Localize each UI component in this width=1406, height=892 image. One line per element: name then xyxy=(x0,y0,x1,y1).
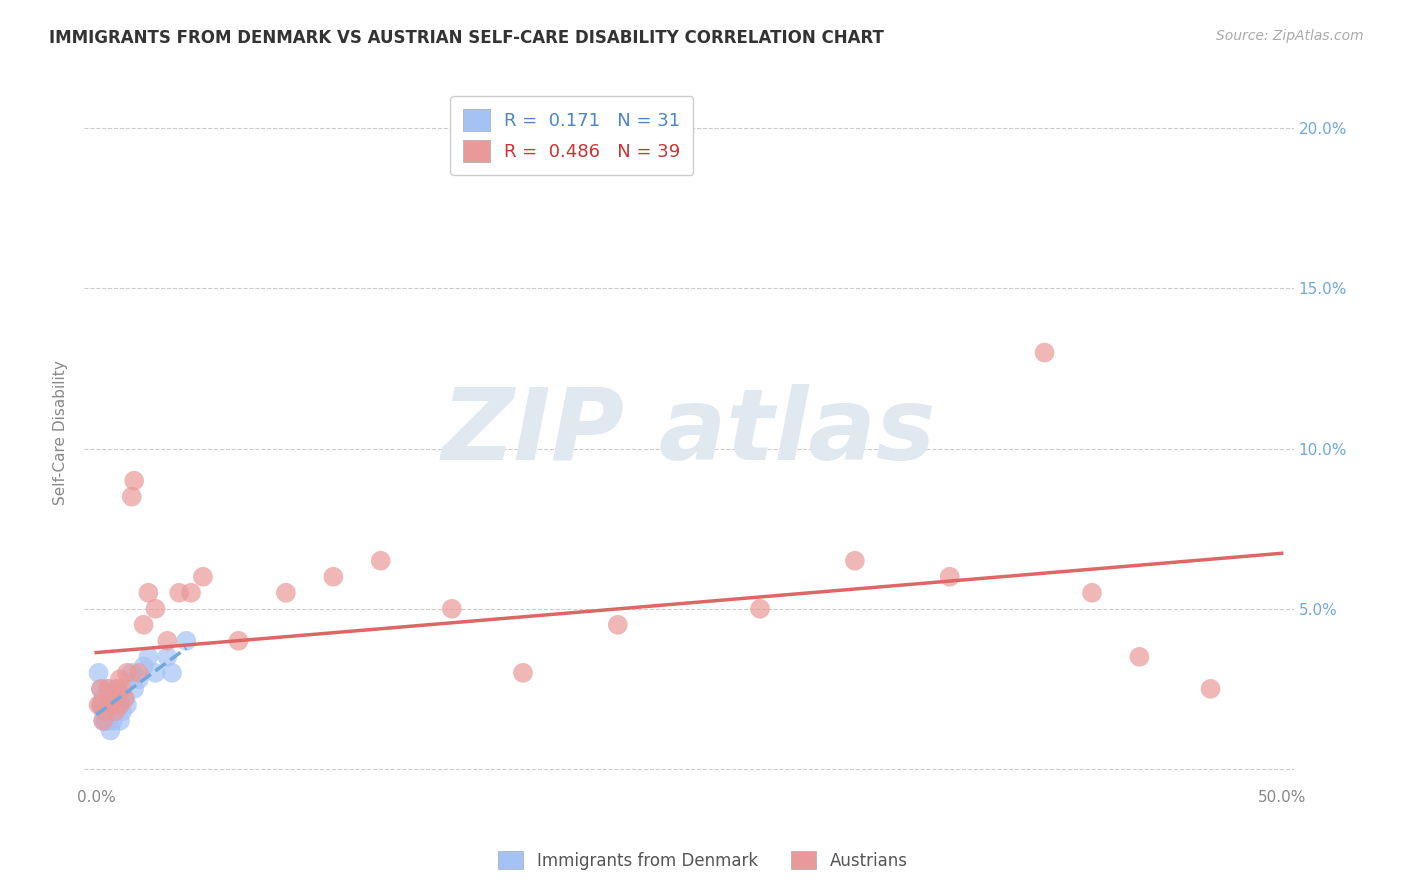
Point xyxy=(121,665,143,680)
Point xyxy=(90,681,112,696)
Point xyxy=(145,665,167,680)
Point xyxy=(97,681,120,696)
Point xyxy=(104,691,127,706)
Text: ZIP atlas: ZIP atlas xyxy=(441,384,936,481)
Point xyxy=(132,659,155,673)
Point xyxy=(176,633,198,648)
Point xyxy=(167,586,190,600)
Point xyxy=(100,723,122,738)
Point xyxy=(1033,345,1056,359)
Point xyxy=(122,681,145,696)
Point xyxy=(90,698,112,712)
Point xyxy=(94,714,117,728)
Text: Source: ZipAtlas.com: Source: ZipAtlas.com xyxy=(1216,29,1364,43)
Point xyxy=(97,714,120,728)
Point xyxy=(228,633,250,648)
Point xyxy=(138,649,160,664)
Point xyxy=(132,617,155,632)
Point xyxy=(440,601,463,615)
Point xyxy=(100,698,122,712)
Point xyxy=(156,633,179,648)
Point xyxy=(107,681,129,696)
Legend: Immigrants from Denmark, Austrians: Immigrants from Denmark, Austrians xyxy=(492,845,914,877)
Point xyxy=(111,681,134,696)
Point xyxy=(145,601,167,615)
Point xyxy=(512,665,534,680)
Point xyxy=(104,704,127,718)
Point xyxy=(108,673,131,687)
Point xyxy=(91,691,114,706)
Point xyxy=(91,714,114,728)
Point xyxy=(122,474,145,488)
Point xyxy=(156,649,179,664)
Point xyxy=(138,586,160,600)
Point xyxy=(191,570,214,584)
Point xyxy=(94,704,117,718)
Point xyxy=(128,665,150,680)
Point xyxy=(87,665,110,680)
Point xyxy=(115,665,138,680)
Point xyxy=(111,704,134,718)
Text: IMMIGRANTS FROM DENMARK VS AUSTRIAN SELF-CARE DISABILITY CORRELATION CHART: IMMIGRANTS FROM DENMARK VS AUSTRIAN SELF… xyxy=(49,29,884,46)
Point xyxy=(87,698,110,712)
Point xyxy=(94,698,117,712)
Point xyxy=(274,586,297,600)
Point xyxy=(90,681,112,696)
Point xyxy=(128,673,150,687)
Point xyxy=(844,554,866,568)
Point xyxy=(114,691,136,706)
Point xyxy=(101,698,124,712)
Y-axis label: Self-Care Disability: Self-Care Disability xyxy=(53,360,69,505)
Point xyxy=(91,714,114,728)
Legend: R =  0.171   N = 31, R =  0.486   N = 39: R = 0.171 N = 31, R = 0.486 N = 39 xyxy=(450,96,693,175)
Point xyxy=(938,570,960,584)
Point xyxy=(97,698,120,712)
Point xyxy=(1128,649,1150,664)
Point xyxy=(114,691,136,706)
Point xyxy=(606,617,628,632)
Point xyxy=(107,681,129,696)
Point xyxy=(101,714,124,728)
Point xyxy=(1199,681,1222,696)
Point xyxy=(749,601,772,615)
Point xyxy=(100,704,122,718)
Point xyxy=(91,704,114,718)
Point xyxy=(115,698,138,712)
Point xyxy=(370,554,392,568)
Point xyxy=(180,586,202,600)
Point xyxy=(108,698,131,712)
Point xyxy=(160,665,183,680)
Point xyxy=(121,490,143,504)
Point xyxy=(97,681,120,696)
Point xyxy=(90,698,112,712)
Point xyxy=(1081,586,1104,600)
Point xyxy=(101,691,124,706)
Point xyxy=(322,570,344,584)
Point xyxy=(108,714,131,728)
Point xyxy=(108,698,131,712)
